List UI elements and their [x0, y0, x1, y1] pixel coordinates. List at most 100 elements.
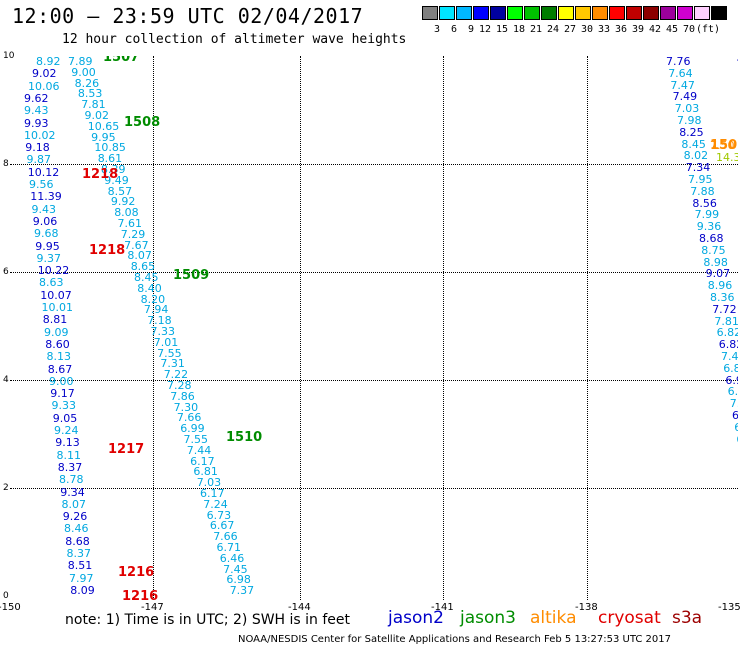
scale-swatch — [524, 6, 540, 20]
scale-label: (ft) — [696, 24, 721, 35]
y-tick-label: 6 — [3, 267, 9, 277]
swh-value: 8.78 — [59, 473, 84, 487]
swh-value: 7.47 — [670, 78, 695, 92]
swh-value: 8.20 — [140, 292, 166, 306]
swh-value: 8.61 — [97, 152, 123, 166]
swh-value: 9.49 — [104, 173, 129, 187]
scale-swatch — [609, 6, 625, 20]
swh-value: 8.51 — [67, 559, 93, 573]
swh-value: 6.94 — [732, 409, 738, 422]
swh-value: 7.61 — [117, 217, 143, 230]
swh-value: 9.24 — [54, 424, 79, 437]
swh-value: 6.82 — [718, 338, 738, 352]
pass-number: 1218 — [89, 243, 126, 258]
swh-value: 8.68 — [65, 534, 90, 548]
swh-value: 7.29 — [120, 227, 146, 241]
swh-value: 9.26 — [62, 510, 88, 524]
legend-jason3: jason3 — [460, 608, 516, 628]
swh-value: 9.00 — [49, 374, 74, 388]
swh-value: 9.43 — [24, 104, 49, 118]
scale-swatch — [422, 6, 438, 20]
scale-label: 45 — [665, 24, 678, 35]
scale-swatch — [660, 6, 676, 20]
y-tick-label: 0 — [3, 591, 9, 601]
swh-value: 7.29 — [729, 397, 738, 411]
swh-value: 6.82 — [716, 326, 738, 340]
swh-value: 7.99 — [694, 208, 720, 222]
swh-value: 7.34 — [685, 161, 711, 175]
swh-value: 9.02 — [84, 109, 110, 122]
scale-swatch — [711, 6, 727, 20]
x-tick-label: -135 — [718, 602, 740, 613]
scale-swatch — [541, 6, 557, 20]
scale-swatch — [592, 6, 608, 20]
y-tick-label: 10 — [3, 51, 15, 61]
swh-value: 8.07 — [127, 249, 152, 263]
swh-value: 7.31 — [160, 357, 185, 371]
swh-value: 7.94 — [143, 303, 169, 317]
swh-value: 11.39 — [30, 190, 62, 204]
scale-label: 24 — [546, 24, 559, 35]
grid-line-horizontal — [10, 380, 738, 381]
swh-value: 7.98 — [677, 114, 702, 127]
swh-value: 7.28 — [167, 379, 192, 392]
x-tick-label: -150 — [0, 602, 21, 613]
swh-value: 6.17 — [190, 454, 215, 468]
y-tick-label: 4 — [3, 375, 9, 385]
swh-value: 8.07 — [61, 497, 87, 511]
swh-value: 7.03 — [196, 476, 222, 490]
swh-value: 10.22 — [37, 264, 70, 278]
swh-value: 10.06 — [28, 79, 60, 93]
swh-value: 8.81 — [42, 313, 68, 327]
swh-value: 8.96 — [707, 279, 733, 293]
pass-number: 1509 — [173, 268, 210, 283]
swh-value: 8.63 — [39, 276, 64, 290]
scale-swatch — [677, 6, 693, 20]
y-tick-label: 2 — [3, 483, 9, 493]
swh-value: 10.07 — [40, 288, 72, 302]
swh-value: 8.25 — [679, 125, 704, 139]
swh-value: 8.37 — [66, 547, 92, 560]
swh-value: 7.88 — [690, 184, 715, 198]
swh-value: 6.67 — [209, 519, 235, 533]
swh-value: 6.5 — [736, 434, 738, 445]
scale-label: 27 — [563, 24, 576, 35]
pass-number: 1510 — [226, 430, 263, 445]
swh-value: 9.18 — [25, 141, 50, 155]
scale-swatch — [473, 6, 489, 20]
swh-value: 8.45 — [134, 271, 159, 284]
swh-value: 8.75 — [701, 243, 726, 257]
swh-value: 10.01 — [41, 301, 74, 314]
swh-value: 7.01 — [153, 335, 179, 349]
scale-label: 39 — [631, 24, 644, 35]
grid-line-vertical — [587, 56, 588, 600]
scale-swatch — [490, 6, 506, 20]
credit-line: NOAA/NESDIS Center for Satellite Applica… — [238, 634, 671, 645]
swh-value: 7.45 — [223, 562, 248, 576]
swh-value: 9.92 — [110, 195, 136, 209]
swh-value: 7.81 — [714, 314, 738, 328]
grid-line-horizontal — [10, 164, 738, 165]
swh-value: 7.22 — [163, 368, 189, 382]
swh-value: 6.81 — [193, 465, 218, 479]
swh-value: 8.11 — [56, 448, 82, 462]
swh-value: 7.37 — [229, 584, 255, 598]
scale-swatch — [456, 6, 472, 20]
legend-altika: altika — [530, 608, 577, 628]
swh-value: 9.36 — [696, 220, 722, 234]
swh-value: 6.73 — [206, 508, 232, 522]
scale-label: 12 — [478, 24, 491, 35]
scale-swatch — [626, 6, 642, 20]
swh-value: 8.68 — [699, 232, 724, 245]
pass-number: 141 — [736, 56, 738, 65]
swh-value: 6.94 — [725, 373, 738, 387]
swh-value: 7.81 — [81, 98, 106, 112]
x-tick-label: -138 — [575, 602, 598, 613]
swh-value: 7.89 — [68, 56, 93, 68]
scale-label: 6 — [450, 24, 457, 35]
swh-value: 9.62 — [24, 91, 49, 105]
pass-number: 1507 — [103, 56, 140, 65]
swh-value: 7.67 — [124, 238, 149, 252]
map-subtitle: 12 hour collection of altimeter wave hei… — [62, 32, 407, 47]
map-plot-area[interactable]: 8.92 9.02 10.06 9.62 9.43 9.93 10.02 9.18 9.87 10… — [10, 56, 738, 600]
